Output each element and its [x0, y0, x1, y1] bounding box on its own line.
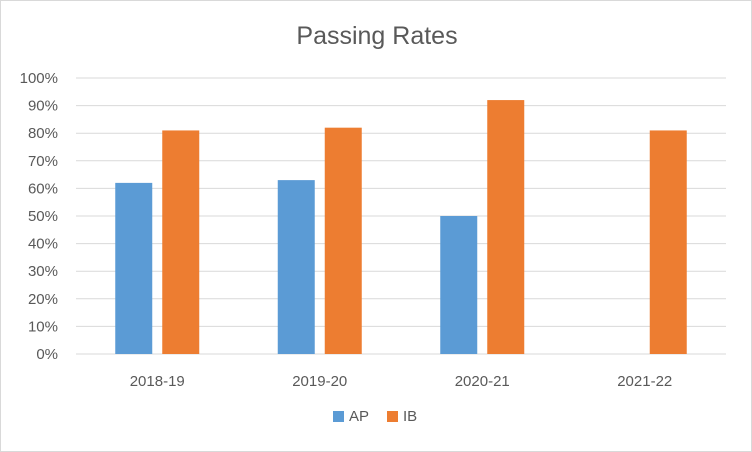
x-tick-label: 2020-21	[455, 373, 510, 390]
y-axis-ticks: 0% 10% 20% 30% 40% 50% 60% 70% 80% 90% 100%	[20, 70, 58, 363]
legend-swatch-ib	[387, 411, 398, 422]
legend-label-ap: AP	[349, 408, 369, 425]
x-axis-ticks: 2018-19 2019-20 2020-21 2021-22	[130, 373, 673, 390]
y-tick-label: 60%	[28, 180, 58, 197]
legend-label-ib: IB	[403, 408, 417, 425]
bars	[115, 100, 687, 355]
y-tick-label: 10%	[28, 318, 58, 335]
x-tick-label: 2019-20	[292, 373, 347, 390]
y-tick-label: 20%	[28, 291, 58, 308]
y-tick-label: 30%	[28, 263, 58, 280]
y-tick-label: 70%	[28, 153, 58, 170]
legend-swatch-ap	[333, 411, 344, 422]
y-tick-label: 50%	[28, 208, 58, 225]
bar-ib-2021-22	[649, 130, 687, 354]
bar-ap-2019-20	[277, 180, 315, 354]
bar-ib-2020-21	[487, 100, 525, 354]
bar-ib-2018-19	[162, 130, 200, 354]
bar-ib-2019-20	[324, 127, 362, 355]
y-tick-label: 80%	[28, 125, 58, 142]
y-tick-label: 0%	[36, 346, 58, 363]
y-tick-label: 100%	[20, 70, 58, 87]
legend: AP IB	[333, 408, 417, 425]
x-tick-label: 2018-19	[130, 373, 185, 390]
bar-ap-2018-19	[115, 182, 153, 354]
x-tick-label: 2021-22	[617, 373, 672, 390]
y-tick-label: 90%	[28, 98, 58, 115]
chart-title: Passing Rates	[296, 22, 457, 50]
bar-ap-2020-21	[440, 216, 478, 354]
y-tick-label: 40%	[28, 236, 58, 253]
